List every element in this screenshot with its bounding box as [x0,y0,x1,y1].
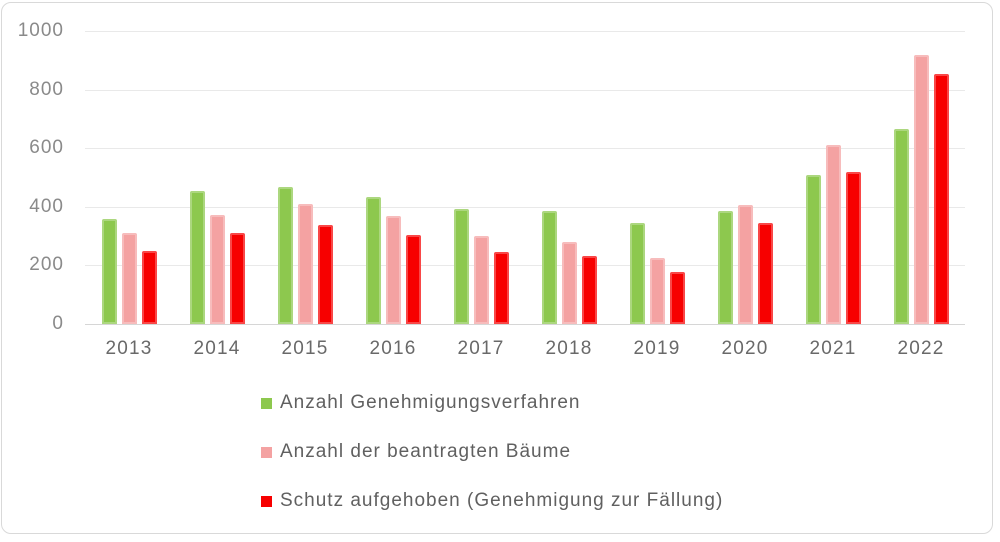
bar-group-2014 [173,31,261,324]
bar-2013-anzahl-der-beantragten-bäume [121,233,137,324]
x-tick-label-2014: 2014 [193,338,241,359]
x-tick-label-2016: 2016 [369,338,417,359]
y-tick-label-1000: 1000 [17,20,64,41]
bar-2018-anzahl-der-beantragten-bäume [561,241,577,324]
bar-2021-schutz-aufgehoben-genehmigung-zur-fällung [845,171,861,324]
legend-item-1: Anzahl der beantragten Bäume [261,441,961,463]
y-tick-label-200: 200 [29,254,64,276]
bar-2019-anzahl-genehmigungsverfahren [629,223,645,324]
gridline-200 [85,265,965,267]
bar-group-2018 [525,31,613,324]
x-axis-labels: 2013 2014 2015 2016 2017 2018 2019 2020 2021 2022 [85,337,965,361]
legend-label: Anzahl der beantragten Bäume [280,441,572,462]
x-tick-label-2021: 2021 [809,338,857,359]
bar-2021-anzahl-der-beantragten-bäume [825,144,841,324]
x-tick-label-2019: 2019 [633,338,681,359]
bar-2022-anzahl-genehmigungsverfahren [893,128,909,324]
bar-2016-anzahl-der-beantragten-bäume [385,216,401,324]
bar-2015-anzahl-genehmigungsverfahren [277,187,293,324]
bar-2020-anzahl-genehmigungsverfahren [717,210,733,324]
bar-group-2017 [437,31,525,324]
bar-group-2020 [701,31,789,324]
bar-group-2013 [85,31,173,324]
x-tick-label-2013: 2013 [105,338,153,359]
gridline-1000 [85,31,965,32]
bar-2022-schutz-aufgehoben-genehmigung-zur-fällung [933,73,949,324]
bar-2015-anzahl-der-beantragten-bäume [297,204,313,324]
y-tick-label-800: 800 [29,78,64,100]
legend-swatch-icon [261,446,272,458]
x-tick-label-2022: 2022 [897,338,945,359]
bar-2018-schutz-aufgehoben-genehmigung-zur-fällung [581,255,597,324]
bar-2014-anzahl-der-beantragten-bäume [209,215,225,324]
bar-2016-anzahl-genehmigungsverfahren [365,196,381,324]
x-tick-label-2018: 2018 [545,338,593,359]
gridline-600 [85,148,965,150]
bar-2014-anzahl-genehmigungsverfahren [189,190,205,324]
legend: Anzahl Genehmigungsverfahren Anzahl der b… [261,392,961,539]
legend-swatch-icon [261,495,272,507]
bar-2015-schutz-aufgehoben-genehmigung-zur-fällung [317,224,333,324]
legend-swatch-icon [261,397,272,409]
gridline-800 [85,89,965,91]
bar-2017-anzahl-der-beantragten-bäume [473,235,489,324]
bar-2020-anzahl-der-beantragten-bäume [737,205,753,324]
x-tick-label-2015: 2015 [281,338,329,359]
bar-group-2021 [789,31,877,324]
bar-group-2015 [261,31,349,324]
y-tick-label-0: 0 [52,313,64,334]
bar-2018-anzahl-genehmigungsverfahren [541,210,557,324]
y-tick-label-600: 600 [29,137,64,159]
bar-2014-schutz-aufgehoben-genehmigung-zur-fällung [229,232,245,324]
legend-item-0: Anzahl Genehmigungsverfahren [261,392,961,414]
bar-2020-schutz-aufgehoben-genehmigung-zur-fällung [757,223,773,324]
plot-area [85,31,965,325]
bar-group-2019 [613,31,701,324]
bar-2022-anzahl-der-beantragten-bäume [913,55,929,324]
legend-item-2: Schutz aufgehoben (Genehmigung zur Fällu… [261,490,961,512]
x-tick-label-2017: 2017 [457,338,505,359]
gridline-400 [85,206,965,208]
bar-group-2016 [349,31,437,324]
bar-2021-anzahl-genehmigungsverfahren [805,174,821,324]
bars-layer [85,31,965,324]
bar-2019-anzahl-der-beantragten-bäume [649,258,665,324]
legend-label: Schutz aufgehoben (Genehmigung zur Fällu… [280,490,724,511]
y-tick-label-400: 400 [29,195,64,217]
x-tick-label-2020: 2020 [721,338,769,359]
bar-2019-schutz-aufgehoben-genehmigung-zur-fällung [669,271,685,324]
bar-2016-schutz-aufgehoben-genehmigung-zur-fällung [405,234,421,324]
bar-group-2022 [877,31,965,324]
bar-2017-anzahl-genehmigungsverfahren [453,209,469,324]
legend-label: Anzahl Genehmigungsverfahren [280,392,581,413]
bar-2017-schutz-aufgehoben-genehmigung-zur-fällung [493,252,509,324]
bar-2013-schutz-aufgehoben-genehmigung-zur-fällung [141,250,157,324]
x-axis-line [85,324,965,325]
bar-2013-anzahl-genehmigungsverfahren [101,218,117,324]
